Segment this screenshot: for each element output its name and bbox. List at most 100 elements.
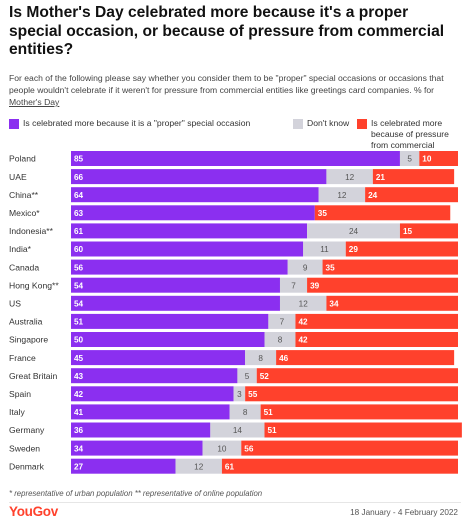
value-label-dontknow-germany: 14 <box>233 426 243 435</box>
bar-proper-india <box>71 241 304 257</box>
yougov-logo: YouGov <box>9 504 58 519</box>
value-label-proper-canada: 56 <box>74 263 84 272</box>
value-label-dontknow-india: 11 <box>320 245 329 254</box>
value-label-dontknow-china: 12 <box>337 191 347 200</box>
category-label-china: China** <box>9 190 39 200</box>
value-label-proper-france: 45 <box>74 354 84 363</box>
bar-pressure-sweden <box>241 440 458 456</box>
value-label-pressure-germany: 51 <box>268 426 278 435</box>
bar-dontknow-indonesia <box>307 223 400 239</box>
value-label-proper-uae: 66 <box>74 173 84 182</box>
value-label-pressure-spain: 55 <box>248 390 258 399</box>
value-label-proper-italy: 41 <box>74 408 84 417</box>
category-label-mexico: Mexico* <box>9 208 40 218</box>
value-label-dontknow-spain: 3 <box>237 390 242 399</box>
bar-pressure-uae <box>372 169 455 185</box>
value-label-dontknow-italy: 8 <box>243 408 248 417</box>
bar-dontknow-uae <box>326 169 373 185</box>
bar-proper-poland <box>71 151 400 166</box>
bar-proper-germany <box>71 422 211 438</box>
bar-proper-singapore <box>71 332 265 347</box>
bar-proper-spain <box>71 386 234 402</box>
bar-dontknow-canada <box>287 259 323 275</box>
bar-proper-italy <box>71 404 230 420</box>
category-label-sweden: Sweden <box>9 443 40 453</box>
bar-dontknow-italy <box>229 404 261 420</box>
value-label-proper-hong-kong: 54 <box>74 281 84 290</box>
value-label-pressure-denmark: 61 <box>225 462 235 471</box>
value-label-pressure-china: 24 <box>368 191 378 200</box>
footnote: * representative of urban population ** … <box>9 489 263 498</box>
bar-dontknow-us <box>279 295 327 311</box>
bar-proper-china <box>71 187 319 203</box>
bar-proper-uae <box>71 169 327 185</box>
bar-pressure-germany <box>264 422 462 438</box>
bar-dontknow-india <box>303 241 346 257</box>
category-label-indonesia: Indonesia** <box>9 226 54 236</box>
value-label-proper-great-britain: 43 <box>74 372 84 381</box>
value-label-proper-australia: 51 <box>74 318 84 327</box>
value-label-pressure-great-britain: 52 <box>260 372 270 381</box>
value-label-pressure-indonesia: 15 <box>403 227 413 236</box>
category-label-germany: Germany <box>9 425 45 435</box>
bar-pressure-spain <box>245 386 458 402</box>
subtitle-link[interactable]: Mother's Day <box>9 97 60 107</box>
bar-pressure-indonesia <box>399 223 458 239</box>
category-label-singapore: Singapore <box>9 335 48 345</box>
value-label-pressure-poland: 10 <box>422 155 432 164</box>
bar-pressure-us <box>326 295 458 311</box>
value-label-dontknow-australia: 7 <box>280 318 285 327</box>
chart-subtitle: For each of the following please say whe… <box>9 72 459 108</box>
value-label-proper-sweden: 34 <box>74 444 84 453</box>
value-label-dontknow-uae: 12 <box>345 173 355 182</box>
bar-pressure-france <box>276 350 455 366</box>
value-label-dontknow-france: 8 <box>258 354 263 363</box>
value-label-dontknow-denmark: 12 <box>194 462 204 471</box>
category-label-italy: Italy <box>9 407 25 417</box>
bar-pressure-mexico <box>314 205 451 221</box>
bar-dontknow-hong-kong <box>279 277 308 293</box>
bar-proper-mexico <box>71 205 315 221</box>
bar-pressure-denmark <box>221 458 458 474</box>
bar-dontknow-france <box>245 350 277 366</box>
bar-dontknow-china <box>318 187 366 203</box>
category-label-us: US <box>9 299 21 309</box>
bar-pressure-poland <box>419 151 458 166</box>
value-label-pressure-australia: 42 <box>298 318 308 327</box>
value-label-pressure-india: 29 <box>349 245 359 254</box>
value-label-pressure-singapore: 42 <box>298 336 308 345</box>
bar-proper-france <box>71 350 246 366</box>
bar-dontknow-australia <box>268 313 296 329</box>
value-label-proper-germany: 36 <box>74 426 84 435</box>
subtitle-text: For each of the following please say whe… <box>9 73 444 95</box>
bar-proper-great-britain <box>71 368 238 384</box>
category-label-hong-kong: Hong Kong** <box>9 280 59 290</box>
value-label-proper-singapore: 50 <box>74 336 84 345</box>
category-label-canada: Canada <box>9 262 39 272</box>
value-label-dontknow-us: 12 <box>299 300 309 309</box>
bar-dontknow-germany <box>210 422 265 438</box>
chart-title: Is Mother's Day celebrated more because … <box>9 4 445 58</box>
value-label-proper-spain: 42 <box>74 390 84 399</box>
legend: Is celebrated more because it is a "prop… <box>9 118 464 161</box>
value-label-proper-indonesia: 61 <box>74 227 84 236</box>
category-label-uae: UAE <box>9 172 27 182</box>
value-label-pressure-mexico: 35 <box>318 209 328 218</box>
value-label-dontknow-poland: 5 <box>407 155 412 164</box>
bar-pressure-china <box>365 187 458 203</box>
bar-pressure-great-britain <box>256 368 458 384</box>
bar-proper-denmark <box>71 458 176 474</box>
value-label-pressure-italy: 51 <box>264 408 274 417</box>
legend-label-dontknow: Don't know <box>307 118 350 128</box>
bar-pressure-australia <box>295 313 458 329</box>
legend-label-proper: Is celebrated more because it is a "prop… <box>23 118 251 128</box>
value-label-dontknow-indonesia: 24 <box>349 227 359 236</box>
category-label-poland: Poland <box>9 154 36 164</box>
value-label-proper-denmark: 27 <box>74 462 84 471</box>
bar-dontknow-sweden <box>202 440 242 456</box>
bar-pressure-hong-kong <box>307 277 458 293</box>
survey-dates: 18 January - 4 February 2022 <box>350 508 458 517</box>
value-label-proper-mexico: 63 <box>74 209 84 218</box>
bar-dontknow-denmark <box>175 458 222 474</box>
